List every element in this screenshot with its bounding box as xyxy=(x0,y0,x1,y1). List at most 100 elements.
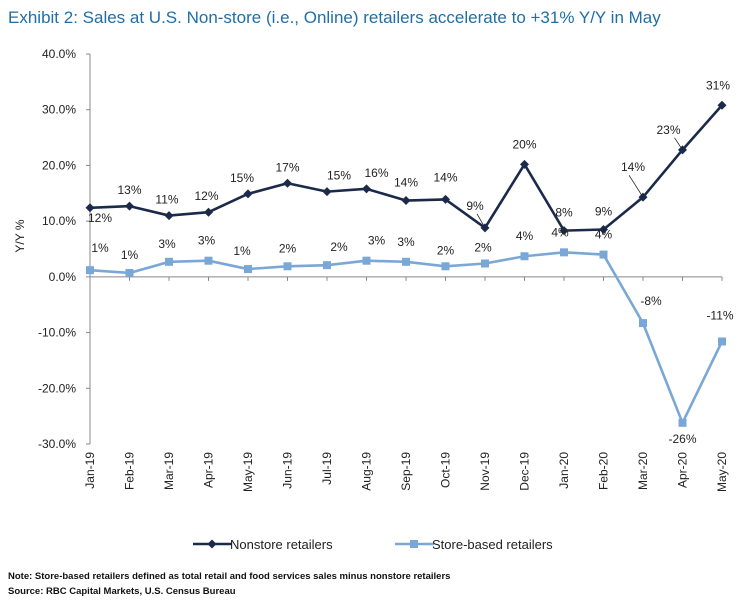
leader-line xyxy=(628,174,644,198)
y-tick-label: -10.0% xyxy=(38,326,76,340)
data-label: 12% xyxy=(194,189,218,203)
data-label: 20% xyxy=(512,137,536,151)
chart-source: Source: RBC Capital Markets, U.S. Census… xyxy=(8,586,236,597)
legend-marker-storebased xyxy=(410,540,418,548)
storebased-point xyxy=(204,256,213,265)
x-tick-label: May-19 xyxy=(241,452,255,492)
nonstore-point xyxy=(362,184,371,194)
storebased-point xyxy=(481,259,489,268)
x-tick-label: Mar-20 xyxy=(636,452,650,490)
x-tick-label: Aug-19 xyxy=(360,452,374,491)
legend-marker-nonstore xyxy=(207,539,217,549)
x-tick-label: Feb-19 xyxy=(123,452,137,490)
data-label: 15% xyxy=(327,169,351,183)
storebased-point xyxy=(362,256,371,265)
storebased-point xyxy=(165,257,173,266)
legend-label-nonstore: Nonstore retailers xyxy=(230,537,333,552)
labels-layer: 12% 13% 11% 12% 15% 17% 15% 16% 14% 14% 9% 20% 8% 9% 1… xyxy=(88,78,734,446)
storebased-point xyxy=(402,257,410,266)
data-label: 3% xyxy=(368,234,386,248)
data-label: 2% xyxy=(330,240,348,254)
data-label: 16% xyxy=(364,166,388,180)
nonstore-point xyxy=(401,196,411,206)
data-label: -11% xyxy=(706,308,733,322)
storebased-point xyxy=(560,248,568,257)
data-label: 13% xyxy=(117,183,141,197)
storebased-point xyxy=(678,418,687,427)
data-label: 11% xyxy=(155,193,178,207)
data-label: 4% xyxy=(551,225,569,239)
x-tick-label: Feb-20 xyxy=(597,452,611,490)
storebased-point xyxy=(244,265,252,274)
y-tick-label: 30.0% xyxy=(42,103,76,117)
x-tick-label: Oct-19 xyxy=(439,452,453,488)
storebased-point xyxy=(441,262,450,271)
data-label: -26% xyxy=(668,432,696,446)
data-label: 2% xyxy=(279,241,297,255)
nonstore-point xyxy=(520,159,529,169)
y-tick-label: 40.0% xyxy=(42,47,76,61)
data-label: 3% xyxy=(158,237,176,251)
data-label: 3% xyxy=(397,235,415,249)
leader-line xyxy=(674,137,683,151)
data-label: 12% xyxy=(88,211,112,225)
nonstore-point xyxy=(125,201,134,211)
x-tick-label: Jan-20 xyxy=(557,452,571,489)
data-label: 14% xyxy=(621,160,645,174)
storebased-point xyxy=(520,252,529,261)
leader-line xyxy=(476,213,486,229)
data-label: 1% xyxy=(91,241,109,255)
data-label: 17% xyxy=(275,160,299,174)
y-tick-label: 10.0% xyxy=(42,214,76,228)
data-label: 1% xyxy=(121,248,139,262)
data-label: 15% xyxy=(230,171,254,185)
y-tick-label: 20.0% xyxy=(42,158,76,172)
storebased-point xyxy=(599,250,608,259)
nonstore-point xyxy=(717,100,727,110)
data-label: 3% xyxy=(198,234,216,248)
storebased-point xyxy=(639,319,647,328)
nonstore-point xyxy=(322,187,332,197)
x-tick-label: Sep-19 xyxy=(399,452,413,491)
data-label: 9% xyxy=(595,205,613,219)
x-tick-label: Mar-19 xyxy=(162,452,176,490)
y-tick-label: -30.0% xyxy=(38,437,76,451)
storebased-point xyxy=(125,268,134,277)
nonstore-point xyxy=(283,178,292,188)
line-chart: -30.0% -20.0% -10.0% 0.0% 10.0% 20.0% 30.0% 40.… xyxy=(13,47,734,552)
data-label: 8% xyxy=(555,206,573,220)
data-label: 14% xyxy=(394,176,418,190)
legend-label-storebased: Store-based retailers xyxy=(432,537,553,552)
data-label: 2% xyxy=(474,240,492,254)
y-tick-label: 0.0% xyxy=(49,270,77,284)
data-label: 1% xyxy=(233,244,251,258)
legend: Nonstore retailers Store-based retailers xyxy=(193,537,553,552)
y-axis-title: Y/Y % xyxy=(13,219,27,252)
nonstore-point xyxy=(243,189,253,199)
data-label: 9% xyxy=(466,199,484,213)
x-tick-label: Jul-19 xyxy=(320,452,334,485)
nonstore-point xyxy=(441,194,450,204)
nonstore-point xyxy=(599,225,608,234)
x-tick-label: Apr-19 xyxy=(202,452,216,488)
x-tick-label: Jan-19 xyxy=(83,452,97,489)
axes: -30.0% -20.0% -10.0% 0.0% 10.0% 20.0% 30.0% 40.… xyxy=(13,47,729,492)
chart-title: Exhibit 2: Sales at U.S. Non-store (i.e.… xyxy=(8,8,661,27)
x-tick-label: Apr-20 xyxy=(676,452,690,488)
nonstore-point xyxy=(85,203,95,213)
nonstore-point xyxy=(559,226,569,236)
nonstore-point xyxy=(204,207,213,217)
y-tick-label: -20.0% xyxy=(38,381,76,395)
storebased-point xyxy=(86,266,94,275)
storebased-point xyxy=(718,337,726,346)
x-tick-label: Nov-19 xyxy=(478,452,492,491)
x-tick-label: Dec-19 xyxy=(518,452,532,491)
storebased-point xyxy=(283,262,292,271)
data-label: 4% xyxy=(516,229,534,243)
data-label: 2% xyxy=(437,243,455,257)
x-tick-label: Jun-19 xyxy=(281,452,295,489)
storebased-point xyxy=(323,261,331,270)
nonstore-point xyxy=(164,211,174,221)
series-layer xyxy=(85,100,727,427)
x-tick-label: May-20 xyxy=(715,452,729,492)
